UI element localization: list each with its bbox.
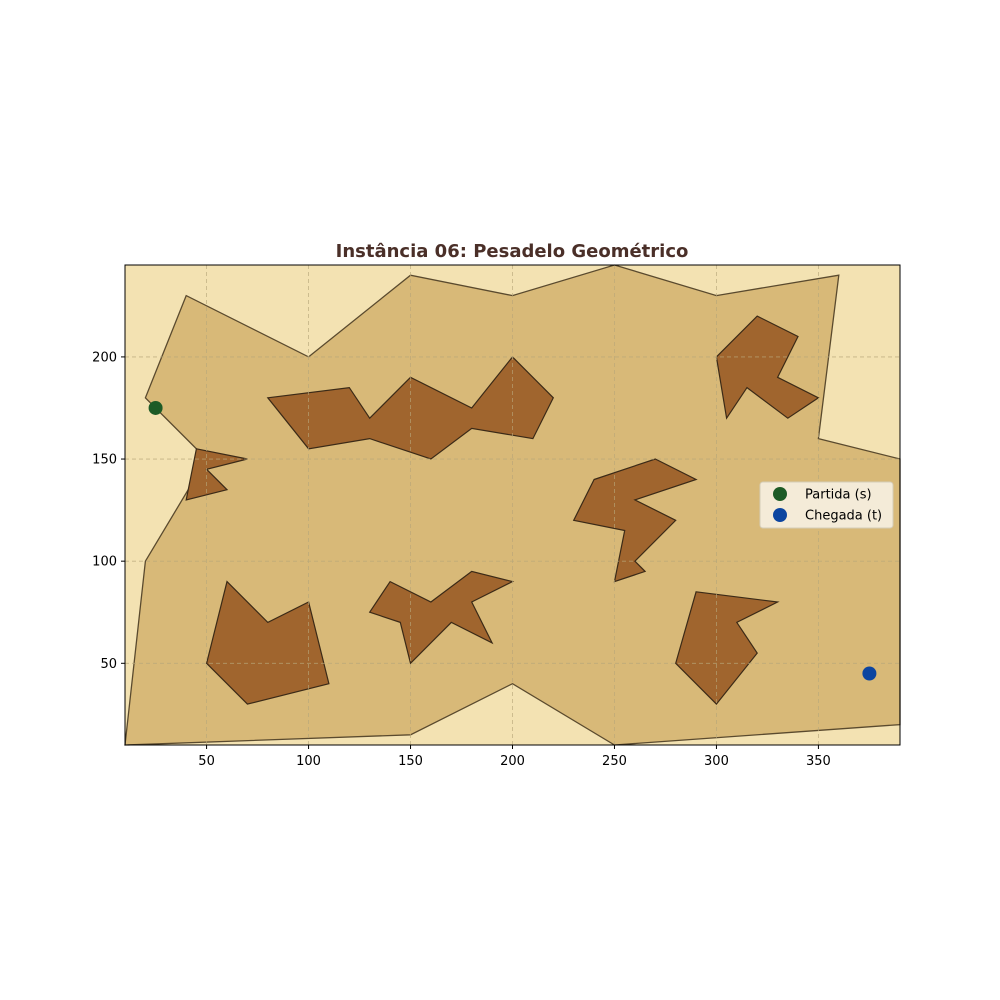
x-tick-label: 150 <box>398 754 423 769</box>
legend-label-start: Partida (s) <box>805 488 872 503</box>
legend: Partida (s) Chegada (t) <box>759 481 894 529</box>
legend-box <box>759 481 894 529</box>
x-tick-label: 350 <box>806 754 831 769</box>
y-tick-label: 50 <box>100 657 117 672</box>
start-point <box>148 400 163 415</box>
goal-point <box>862 666 877 681</box>
x-tick-label: 250 <box>602 754 627 769</box>
x-tick-label: 200 <box>500 754 525 769</box>
x-tick-label: 100 <box>296 754 321 769</box>
y-tick-label: 150 <box>92 453 117 468</box>
legend-label-goal: Chegada (t) <box>805 509 882 524</box>
x-tick-label: 50 <box>198 754 215 769</box>
obstacle-6 <box>368 570 515 665</box>
obstacle-4 <box>572 458 698 583</box>
legend-marker-start <box>773 487 787 501</box>
chart-title: Instância 06: Pesadelo Geométrico <box>336 241 689 262</box>
y-tick-label: 200 <box>92 350 117 365</box>
x-tick-label: 300 <box>704 754 729 769</box>
y-tick-label: 100 <box>92 555 117 570</box>
obstacle-5 <box>205 580 330 705</box>
legend-marker-goal <box>773 508 787 522</box>
obstacle-2 <box>715 315 820 420</box>
obstacle-3 <box>185 448 248 501</box>
obstacle-7 <box>675 591 780 705</box>
